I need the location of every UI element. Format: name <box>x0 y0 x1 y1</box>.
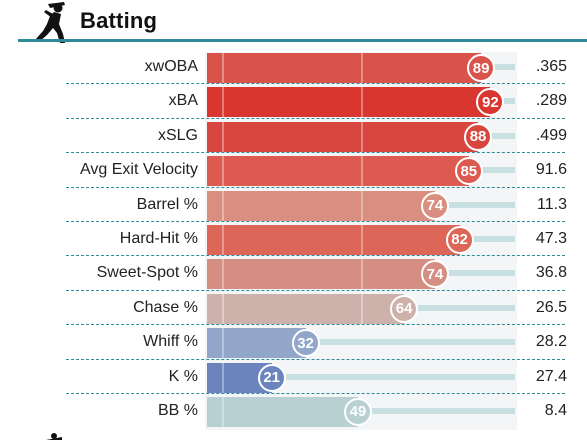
percentile-bar <box>207 259 435 290</box>
percentile-badge: 88 <box>464 122 493 151</box>
percentile-bar <box>207 224 460 255</box>
percentile-bar <box>207 293 405 324</box>
row-divider <box>66 289 565 291</box>
row-divider <box>66 358 565 360</box>
bar-gridline <box>361 121 363 152</box>
percentile-badge: 89 <box>467 54 496 82</box>
row-divider <box>66 324 565 326</box>
bar-gridline <box>222 121 225 152</box>
percentile-bar <box>207 121 479 152</box>
bar-gridline <box>361 156 363 187</box>
bar-gridline <box>222 259 225 290</box>
bar-gridline <box>361 53 363 83</box>
stat-row: Whiff % 32 28.2 <box>0 325 587 360</box>
percentile-bar <box>207 53 482 83</box>
percentile-badge: 64 <box>390 294 419 323</box>
bar-gridline <box>222 362 225 393</box>
percentile-bar <box>207 190 435 221</box>
stat-value: 27.4 <box>535 367 567 385</box>
stat-label: Barrel % <box>136 195 198 213</box>
percentile-track <box>207 339 515 346</box>
stat-row: xBA 92 .289 <box>0 84 587 119</box>
bar-gridline <box>361 293 363 324</box>
row-divider <box>66 152 565 154</box>
row-divider <box>66 117 565 119</box>
stat-value: 28.2 <box>535 333 567 351</box>
percentile-bar <box>207 156 469 187</box>
stat-row: Sweet-Spot % 74 36.8 <box>0 256 587 291</box>
batter-icon <box>35 2 65 43</box>
percentile-track <box>207 373 515 380</box>
row-divider <box>66 255 565 257</box>
stat-label: Hard-Hit % <box>119 229 198 247</box>
stat-value: .365 <box>535 58 567 75</box>
percentile-bar <box>207 328 306 359</box>
stat-row: xSLG 88 .499 <box>0 119 587 154</box>
percentile-rows: xwOBA 89 .365 xBA 92 .289 xSLG 88 .499 Avg Exit V… <box>0 50 587 428</box>
percentile-badge: 21 <box>257 363 286 392</box>
percentile-bar <box>207 87 491 118</box>
stat-label: Whiff % <box>143 333 198 351</box>
bar-gridline <box>222 190 225 221</box>
bar-gridline <box>222 87 225 118</box>
bar-gridline <box>222 328 225 359</box>
row-divider <box>66 392 565 394</box>
percentile-bar <box>207 396 358 427</box>
stat-value: 8.4 <box>544 401 567 419</box>
title-divider <box>18 39 587 42</box>
row-divider <box>66 220 565 222</box>
percentile-badge: 74 <box>420 260 449 289</box>
bar-gridline <box>222 53 225 83</box>
stat-label: xBA <box>168 92 198 110</box>
stat-value: 11.3 <box>537 195 567 213</box>
stat-row: BB % 49 8.4 <box>0 394 587 428</box>
stat-row: Chase % 64 26.5 <box>0 291 587 326</box>
stat-row: K % 21 27.4 <box>0 360 587 394</box>
stat-row: Hard-Hit % 82 47.3 <box>0 222 587 257</box>
stat-label: Avg Exit Velocity <box>80 161 198 179</box>
bar-gridline <box>222 293 225 324</box>
bar-gridline <box>222 156 225 187</box>
stat-value: 91.6 <box>535 161 567 179</box>
bar-gridline <box>361 259 363 290</box>
stat-value: 47.3 <box>535 229 567 247</box>
percentile-badge: 85 <box>454 157 483 186</box>
stat-value: .289 <box>535 92 567 110</box>
percentile-badge: 49 <box>343 397 372 426</box>
stat-row: Avg Exit Velocity 85 91.6 <box>0 153 587 188</box>
row-divider <box>66 186 565 188</box>
percentile-badge: 74 <box>420 191 449 220</box>
stat-label: Sweet-Spot % <box>96 264 198 282</box>
stat-value: 36.8 <box>535 264 567 282</box>
bar-gridline <box>361 87 363 118</box>
stat-label: xwOBA <box>144 58 198 75</box>
bar-gridline <box>222 396 225 427</box>
section-header: Batting <box>0 0 587 43</box>
stat-row: xwOBA 89 .365 <box>0 50 587 85</box>
row-divider <box>66 83 565 85</box>
stat-label: xSLG <box>157 126 198 144</box>
percentile-badge: 32 <box>291 329 320 358</box>
section-title: Batting <box>80 8 158 33</box>
percentile-badge: 92 <box>476 88 505 117</box>
bar-gridline <box>361 190 363 221</box>
percentile-badge: 82 <box>445 225 474 254</box>
bar-gridline <box>222 224 225 255</box>
stat-label: K % <box>168 367 198 385</box>
stat-label: BB % <box>157 401 198 419</box>
stat-row: Barrel % 74 11.3 <box>0 188 587 222</box>
stat-value: .499 <box>535 126 567 144</box>
stat-value: 26.5 <box>535 298 567 316</box>
stat-label: Chase % <box>133 298 198 316</box>
next-section-icon <box>46 433 62 440</box>
bar-gridline <box>361 224 363 255</box>
